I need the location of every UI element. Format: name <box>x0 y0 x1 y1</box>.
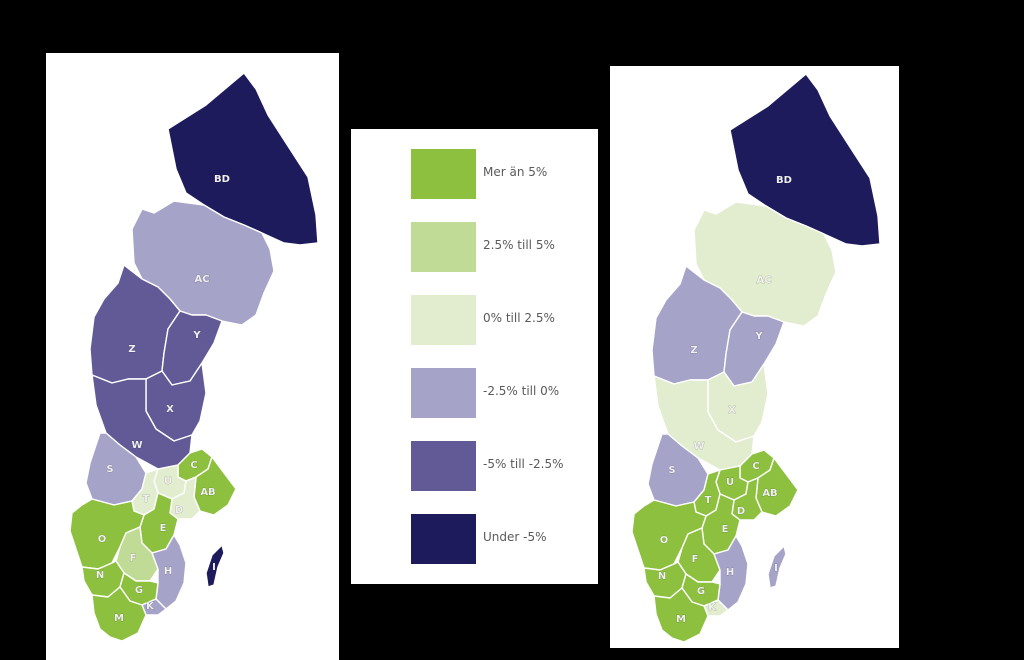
region-label-o: O <box>660 535 669 546</box>
region-label-g: G <box>135 585 143 596</box>
region-label-g: G <box>697 586 705 597</box>
regions-group: BD AC Z Y X W S C U T AB DE O F H N GK M I <box>631 73 881 643</box>
region-label-ac: AC <box>194 274 209 285</box>
legend-item: Under -5% <box>411 514 591 564</box>
region-label-s: S <box>106 464 113 475</box>
regions-group: BD AC Z Y X W S C U T AB DE O F H N GK M I <box>69 72 319 642</box>
sweden-map-left: BD AC Z Y X W S C U T AB DE O F H N GK M I <box>69 72 319 642</box>
legend-item: 2.5% till 5% <box>411 222 591 272</box>
region-label-y: Y <box>754 331 763 342</box>
region-label-u: U <box>164 476 172 487</box>
region-label-bd: BD <box>776 175 792 186</box>
region-label-h: H <box>164 566 172 577</box>
legend-label: 2.5% till 5% <box>483 238 555 252</box>
legend-label: 0% till 2.5% <box>483 311 555 325</box>
region-i <box>767 545 787 589</box>
region-label-z: Z <box>128 344 135 355</box>
legend-label: -5% till -2.5% <box>483 457 564 471</box>
region-label-f: F <box>692 554 699 565</box>
region-label-ac: AC <box>756 275 771 286</box>
region-label-k: K <box>708 602 717 613</box>
region-label-n: N <box>96 570 104 581</box>
region-label-w: W <box>693 441 704 452</box>
region-label-c: C <box>752 461 759 472</box>
region-bd <box>729 73 881 247</box>
region-label-t: T <box>143 494 150 505</box>
legend-swatch <box>411 441 476 491</box>
region-label-e: E <box>160 523 167 534</box>
region-label-i: I <box>774 563 778 574</box>
legend-swatch <box>411 295 476 345</box>
region-label-i: I <box>212 562 216 573</box>
legend-item: 0% till 2.5% <box>411 295 591 345</box>
legend-item: Mer än 5% <box>411 149 591 199</box>
region-label-u: U <box>726 477 734 488</box>
region-bd <box>167 72 319 246</box>
region-h <box>151 534 187 610</box>
legend-label: Mer än 5% <box>483 165 548 179</box>
region-label-f: F <box>130 553 137 564</box>
legend-item: -5% till -2.5% <box>411 441 591 491</box>
legend-swatch <box>411 514 476 564</box>
legend-panel: Mer än 5% 2.5% till 5% 0% till 2.5% -2.5% t… <box>351 129 598 584</box>
region-label-t: T <box>705 495 712 506</box>
region-m <box>653 587 709 643</box>
region-label-m: M <box>676 614 686 625</box>
region-label-d: D <box>175 505 183 516</box>
region-label-ab: AB <box>762 488 777 499</box>
region-label-o: O <box>98 534 107 545</box>
region-h <box>713 535 749 611</box>
region-label-bd: BD <box>214 174 230 185</box>
region-m <box>91 586 147 642</box>
region-label-x: X <box>166 404 174 415</box>
region-label-d: D <box>737 506 745 517</box>
region-label-s: S <box>668 465 675 476</box>
legend-label: -2.5% till 0% <box>483 384 560 398</box>
region-label-n: N <box>658 571 666 582</box>
legend-label: Under -5% <box>483 530 547 544</box>
region-label-e: E <box>722 524 729 535</box>
legend-swatch <box>411 222 476 272</box>
region-label-w: W <box>131 440 142 451</box>
region-label-m: M <box>114 613 124 624</box>
region-label-z: Z <box>690 345 697 356</box>
sweden-map-right: BD AC Z Y X W S C U T AB DE O F H N GK M I <box>631 73 881 643</box>
legend-swatch <box>411 368 476 418</box>
legend-item: -2.5% till 0% <box>411 368 591 418</box>
map-panel-left: BD AC Z Y X W S C U T AB D E O F H N G K M I <box>46 53 339 660</box>
region-label-x: X <box>728 405 736 416</box>
region-label-c: C <box>190 460 197 471</box>
region-i <box>205 544 225 588</box>
region-label-y: Y <box>192 330 201 341</box>
map-panel-right: BD AC Z Y X W S C U T AB D E O F H N G K M I <box>610 66 899 648</box>
legend-swatch <box>411 149 476 199</box>
region-label-h: H <box>726 567 734 578</box>
region-label-ab: AB <box>200 487 215 498</box>
region-label-k: K <box>146 601 155 612</box>
